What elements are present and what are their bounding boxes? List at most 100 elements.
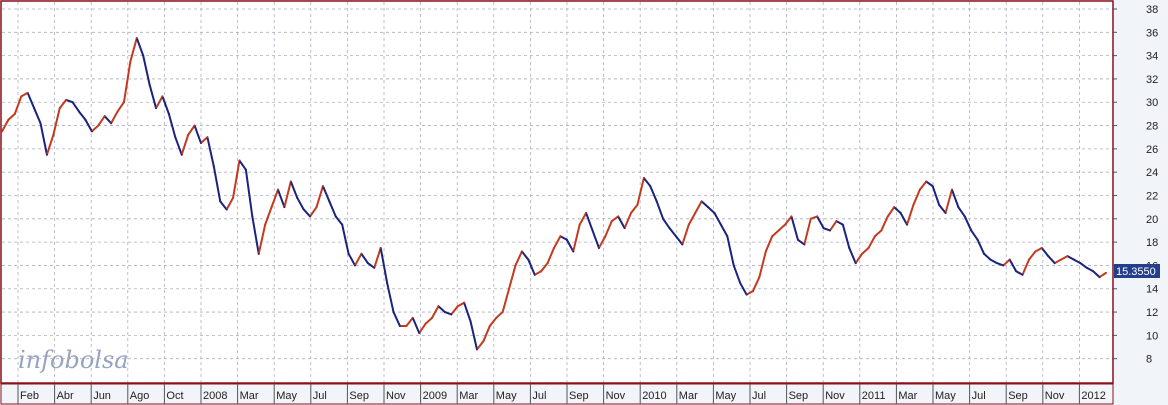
price-segment xyxy=(540,262,549,273)
price-point xyxy=(110,122,113,125)
price-segment xyxy=(488,316,498,328)
price-segment xyxy=(668,227,677,238)
price-segment xyxy=(161,95,170,115)
price-segment xyxy=(784,215,793,226)
price-point xyxy=(58,107,61,109)
price-segment xyxy=(970,229,979,241)
price-point xyxy=(245,168,247,171)
price-point xyxy=(450,313,453,316)
price-point xyxy=(681,243,684,246)
price-segment xyxy=(726,235,735,267)
price-point xyxy=(886,215,889,218)
price-segment xyxy=(206,136,215,168)
price-point xyxy=(732,264,735,267)
price-point xyxy=(642,177,645,179)
price-point xyxy=(360,252,363,255)
y-tick-label: 10 xyxy=(1146,330,1158,342)
price-segment xyxy=(328,200,337,218)
price-segment xyxy=(84,118,93,133)
price-segment xyxy=(957,206,966,218)
price-point xyxy=(829,229,831,232)
x-tick-label: Nov xyxy=(606,390,626,402)
price-segment xyxy=(585,211,594,232)
x-tick-label: Jun xyxy=(93,390,111,402)
price-point xyxy=(957,206,960,209)
watermark-logo: infobolsa xyxy=(18,346,129,374)
price-segment xyxy=(553,235,562,249)
price-point xyxy=(636,203,639,206)
price-segment xyxy=(751,276,761,293)
price-point xyxy=(604,235,607,238)
price-segment xyxy=(116,101,125,113)
price-point xyxy=(1008,258,1011,261)
price-point xyxy=(1073,258,1075,261)
price-segment xyxy=(443,311,453,316)
price-segment xyxy=(302,208,312,218)
price-segment xyxy=(174,136,183,156)
price-point xyxy=(1092,270,1095,273)
price-segment xyxy=(199,136,209,145)
price-point xyxy=(193,124,196,127)
price-segment xyxy=(854,252,864,265)
price-point xyxy=(803,243,806,246)
y-tick-label: 8 xyxy=(1146,354,1152,366)
price-segment xyxy=(1098,271,1107,279)
price-point xyxy=(142,54,145,57)
price-point xyxy=(84,118,87,121)
price-point xyxy=(585,212,587,214)
price-segment xyxy=(129,37,138,63)
price-point xyxy=(1047,255,1050,258)
price-point xyxy=(1105,271,1107,274)
price-segment xyxy=(411,316,421,335)
price-point xyxy=(187,133,190,136)
price-point xyxy=(572,250,575,253)
price-point xyxy=(707,206,709,209)
price-point xyxy=(148,83,151,86)
price-segment xyxy=(989,258,998,265)
price-segment xyxy=(1060,255,1069,261)
price-segment xyxy=(918,180,928,191)
price-point xyxy=(238,159,241,162)
price-segment xyxy=(1092,270,1101,279)
price-segment xyxy=(289,180,299,199)
price-segment xyxy=(687,211,697,226)
price-point xyxy=(514,264,517,267)
price-segment xyxy=(758,250,767,279)
price-point xyxy=(1053,262,1056,265)
price-segment xyxy=(925,180,934,188)
price-point xyxy=(745,293,748,296)
price-point xyxy=(315,206,318,209)
price-point xyxy=(296,196,299,199)
price-segment xyxy=(867,235,876,249)
price-segment xyxy=(373,246,382,269)
price-segment xyxy=(655,200,665,220)
price-segment xyxy=(386,281,395,314)
price-segment xyxy=(238,159,247,171)
price-segment xyxy=(52,107,61,136)
price-point xyxy=(719,223,722,226)
price-point xyxy=(167,113,170,115)
price-point xyxy=(893,206,896,209)
price-segment xyxy=(533,270,543,276)
price-point xyxy=(123,101,125,104)
price-segment xyxy=(71,101,81,113)
price-segment xyxy=(559,235,568,241)
price-point xyxy=(687,223,690,226)
price-point xyxy=(784,223,786,226)
price-segment xyxy=(482,325,491,343)
price-point xyxy=(476,348,478,351)
price-point xyxy=(411,316,414,319)
price-segment xyxy=(572,223,581,253)
price-segment xyxy=(893,206,902,214)
price-segment xyxy=(771,229,780,238)
price-segment xyxy=(591,229,600,249)
price-segment xyxy=(732,264,742,284)
x-tick-label: 2011 xyxy=(862,390,886,402)
price-point xyxy=(983,252,985,255)
y-tick-label: 30 xyxy=(1146,97,1158,109)
x-tick-label: Feb xyxy=(20,390,39,402)
price-segment xyxy=(976,238,986,255)
x-tick-label: Nov xyxy=(1045,390,1065,402)
price-point xyxy=(797,238,799,241)
